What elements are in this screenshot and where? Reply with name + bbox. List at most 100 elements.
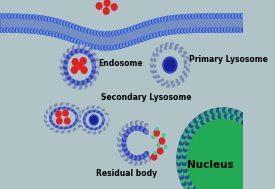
Circle shape xyxy=(121,129,125,134)
Circle shape xyxy=(23,29,26,33)
Circle shape xyxy=(40,30,43,34)
Circle shape xyxy=(126,124,130,128)
Circle shape xyxy=(241,113,244,117)
Circle shape xyxy=(257,175,261,179)
Circle shape xyxy=(73,25,77,29)
Circle shape xyxy=(240,28,244,32)
Circle shape xyxy=(160,49,163,53)
Circle shape xyxy=(178,80,182,84)
Circle shape xyxy=(170,30,173,34)
Circle shape xyxy=(86,47,90,51)
Circle shape xyxy=(213,14,216,18)
Circle shape xyxy=(229,108,233,113)
Circle shape xyxy=(172,47,175,50)
Circle shape xyxy=(262,178,265,183)
Circle shape xyxy=(43,30,46,35)
Circle shape xyxy=(57,124,60,128)
Circle shape xyxy=(203,14,207,18)
Circle shape xyxy=(151,20,155,24)
Circle shape xyxy=(86,123,89,127)
Circle shape xyxy=(45,118,48,122)
Circle shape xyxy=(178,168,182,173)
Circle shape xyxy=(75,49,79,53)
Circle shape xyxy=(158,46,162,50)
Circle shape xyxy=(95,126,98,129)
Circle shape xyxy=(78,85,81,89)
Circle shape xyxy=(189,28,193,33)
Circle shape xyxy=(65,118,70,124)
Circle shape xyxy=(74,119,77,123)
Circle shape xyxy=(29,15,32,19)
Circle shape xyxy=(153,66,157,70)
Circle shape xyxy=(212,115,216,119)
Circle shape xyxy=(79,114,83,118)
Circle shape xyxy=(211,28,215,32)
Circle shape xyxy=(153,52,157,56)
Circle shape xyxy=(147,125,150,130)
Circle shape xyxy=(101,109,105,114)
Circle shape xyxy=(143,153,147,157)
Circle shape xyxy=(228,14,232,18)
Circle shape xyxy=(127,153,131,157)
Circle shape xyxy=(191,121,195,125)
Text: Endosome: Endosome xyxy=(98,59,143,67)
Circle shape xyxy=(180,141,183,145)
Circle shape xyxy=(178,51,182,54)
Circle shape xyxy=(49,32,52,36)
Circle shape xyxy=(105,118,109,122)
Circle shape xyxy=(59,107,62,111)
Circle shape xyxy=(162,48,166,51)
Circle shape xyxy=(89,106,93,110)
Circle shape xyxy=(86,29,89,33)
Circle shape xyxy=(62,21,66,25)
Circle shape xyxy=(232,14,236,18)
Circle shape xyxy=(131,155,134,159)
Circle shape xyxy=(219,28,222,32)
Circle shape xyxy=(223,14,227,18)
Circle shape xyxy=(4,14,8,18)
Circle shape xyxy=(91,116,97,123)
Circle shape xyxy=(68,37,72,41)
Circle shape xyxy=(223,108,227,112)
Circle shape xyxy=(163,134,165,136)
Circle shape xyxy=(216,14,219,18)
Circle shape xyxy=(56,33,60,37)
Circle shape xyxy=(59,125,62,129)
Circle shape xyxy=(122,140,126,144)
Circle shape xyxy=(184,144,188,148)
Circle shape xyxy=(227,115,231,119)
Circle shape xyxy=(67,37,71,41)
Circle shape xyxy=(79,112,82,116)
Circle shape xyxy=(139,127,143,131)
Circle shape xyxy=(51,113,54,117)
Circle shape xyxy=(121,30,124,34)
Circle shape xyxy=(157,144,160,146)
Circle shape xyxy=(101,46,104,50)
Circle shape xyxy=(96,31,100,36)
Circle shape xyxy=(136,39,140,43)
Circle shape xyxy=(178,147,182,152)
Circle shape xyxy=(74,118,78,122)
Circle shape xyxy=(66,57,69,61)
Circle shape xyxy=(67,55,71,59)
Circle shape xyxy=(147,35,150,39)
Circle shape xyxy=(167,16,170,20)
Circle shape xyxy=(96,45,100,50)
Circle shape xyxy=(144,36,147,40)
Circle shape xyxy=(209,14,213,18)
Circle shape xyxy=(153,19,156,23)
Circle shape xyxy=(95,111,98,114)
Circle shape xyxy=(246,116,250,121)
Circle shape xyxy=(235,28,239,32)
Circle shape xyxy=(36,15,40,20)
Circle shape xyxy=(75,85,79,89)
Circle shape xyxy=(33,29,37,33)
Circle shape xyxy=(178,76,182,79)
Ellipse shape xyxy=(53,110,75,126)
Circle shape xyxy=(9,28,13,32)
Circle shape xyxy=(92,53,96,57)
Circle shape xyxy=(80,116,83,120)
Circle shape xyxy=(70,123,73,127)
Circle shape xyxy=(104,0,110,6)
Circle shape xyxy=(21,14,25,19)
